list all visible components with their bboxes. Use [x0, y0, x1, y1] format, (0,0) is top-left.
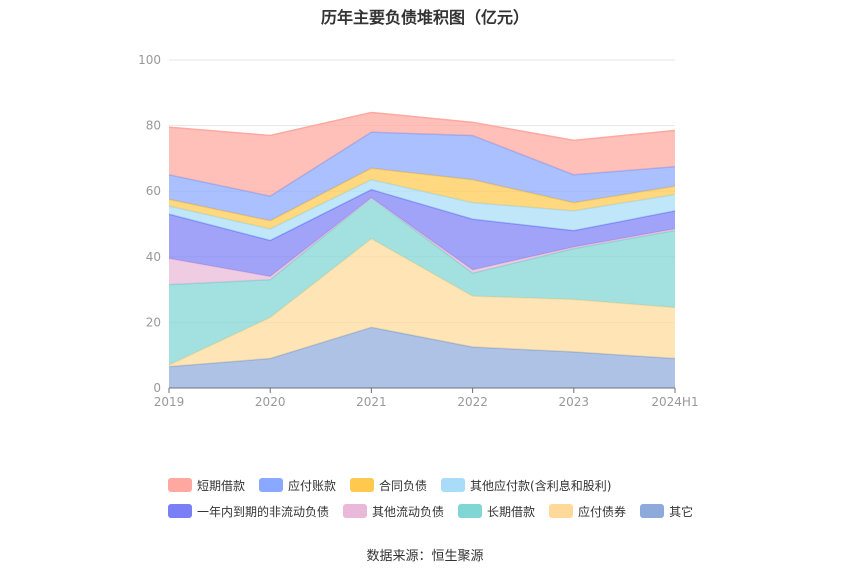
- data-source: 数据来源：恒生聚源: [366, 549, 484, 564]
- legend-swatch: [259, 478, 284, 492]
- legend-swatch: [168, 478, 192, 492]
- legend-label: 应付债券: [578, 504, 627, 519]
- legend-item[interactable]: 长期借款: [458, 503, 535, 520]
- legend-swatch: [549, 504, 574, 518]
- legend-label: 其它: [669, 504, 694, 519]
- legend-label: 合同负债: [379, 478, 428, 493]
- chart-title: 历年主要负债堆积图（亿元）: [320, 8, 529, 27]
- legend-swatch: [350, 478, 375, 492]
- legend-label: 其他应付款(含利息和股利): [470, 478, 612, 493]
- legend-label: 长期借款: [487, 504, 536, 519]
- y-tick-label: 0: [153, 381, 161, 395]
- area-长期借款: [169, 197, 675, 366]
- legend-item[interactable]: 合同负债: [350, 477, 427, 494]
- area-应付债券: [169, 238, 675, 367]
- y-tick-label: 60: [146, 184, 161, 198]
- area-一年内到期的非流动负债: [169, 189, 675, 277]
- legend-item[interactable]: 其他流动负债: [343, 503, 444, 520]
- x-tick-label: 2022: [457, 395, 488, 409]
- area-其它: [169, 327, 675, 388]
- area-其他流动负债: [169, 197, 675, 285]
- x-tick-label: 2020: [255, 395, 286, 409]
- series-line-一年内到期的非流动负债: [168, 188, 676, 242]
- legend-item[interactable]: 应付债券: [549, 503, 626, 520]
- y-tick-label: 20: [146, 315, 161, 329]
- legend-item[interactable]: 一年内到期的非流动负债: [168, 503, 329, 520]
- x-tick-label: 2024H1: [651, 395, 698, 409]
- legend-label: 应付账款: [288, 478, 337, 493]
- y-tick-label: 40: [146, 250, 161, 264]
- series-line-短期借款: [168, 111, 676, 142]
- legend-label: 短期借款: [197, 478, 246, 493]
- area-合同负债: [169, 168, 675, 229]
- legend-swatch: [343, 504, 368, 518]
- y-tick-label: 80: [146, 119, 161, 133]
- y-axis: 0 20 40 60 80 100: [138, 53, 161, 395]
- x-tick-label: 2019: [154, 395, 185, 409]
- legend-label: 其他流动负债: [372, 504, 445, 519]
- series-areas: [168, 111, 676, 388]
- legend: 短期借款 应付账款 合同负债 其他应付款(含利息和股利) 一年内到期的非流动负债 其他流…: [168, 472, 728, 524]
- x-tick-label: 2021: [356, 395, 387, 409]
- legend-row-2: 一年内到期的非流动负债 其他流动负债 长期借款 应付债券 其它: [168, 498, 728, 524]
- legend-label: 一年内到期的非流动负债: [197, 504, 330, 519]
- legend-swatch: [441, 478, 466, 492]
- area-其他应付款(含利息和股利): [169, 179, 675, 241]
- area-短期借款: [169, 112, 675, 197]
- legend-swatch: [640, 504, 665, 518]
- x-axis: 2019 2020 2021 2022 2023 2024H1: [154, 387, 699, 409]
- y-tick-label: 100: [138, 53, 161, 67]
- legend-swatch: [458, 504, 483, 518]
- legend-item[interactable]: 短期借款: [168, 477, 245, 494]
- legend-swatch: [168, 504, 192, 518]
- x-tick-label: 2023: [559, 395, 590, 409]
- legend-row-1: 短期借款 应付账款 合同负债 其他应付款(含利息和股利): [168, 472, 728, 498]
- area-应付账款: [169, 132, 675, 221]
- legend-item[interactable]: 应付账款: [259, 477, 336, 494]
- legend-item[interactable]: 其它: [640, 503, 693, 520]
- legend-item[interactable]: 其他应付款(含利息和股利): [441, 477, 611, 494]
